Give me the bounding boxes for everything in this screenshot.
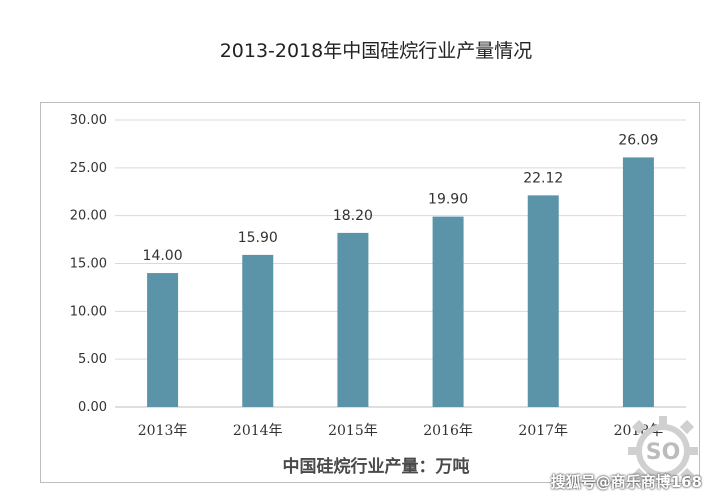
y-tick-label: 5.00 [78, 352, 107, 367]
svg-text:SO: SO [646, 440, 681, 465]
x-tick-label: 2013年 [138, 423, 188, 439]
data-label: 15.90 [238, 230, 278, 246]
y-tick-label: 20.00 [70, 209, 107, 224]
y-tick-label: 15.00 [70, 257, 107, 272]
gear-logo-icon: SO [628, 416, 698, 486]
y-tick-label: 10.00 [70, 304, 107, 319]
bar [242, 254, 274, 407]
data-label: 14.00 [143, 248, 183, 264]
bar [337, 232, 369, 407]
chart-title: 2013-2018年中国硅烷行业产量情况 [219, 40, 533, 62]
data-label: 26.09 [618, 132, 658, 148]
chart-frame: 0.00 5.00 10.00 15.00 20.00 25.00 30.00 14.00 20… [40, 102, 700, 483]
bar [622, 157, 654, 407]
bar [147, 273, 179, 407]
x-tick-label: 2015年 [328, 423, 378, 439]
watermark: SO 搜狐号@商乐商博168 [538, 410, 714, 500]
data-label: 19.90 [428, 192, 468, 208]
y-tick-label: 25.00 [70, 161, 107, 176]
x-tick-label: 2017年 [518, 423, 568, 439]
data-label: 18.20 [333, 208, 373, 224]
watermark-text: 搜狐号@商乐商博168 [550, 473, 702, 491]
y-tick-label: 30.00 [70, 113, 107, 128]
bar [432, 216, 464, 407]
x-axis-title: 中国硅烷行业产量：万吨 [282, 457, 470, 477]
data-label: 22.12 [523, 170, 563, 186]
bar [527, 195, 559, 407]
y-tick-label: 0.00 [78, 400, 107, 415]
x-tick-label: 2016年 [423, 423, 473, 439]
x-tick-label: 2014年 [233, 423, 283, 439]
